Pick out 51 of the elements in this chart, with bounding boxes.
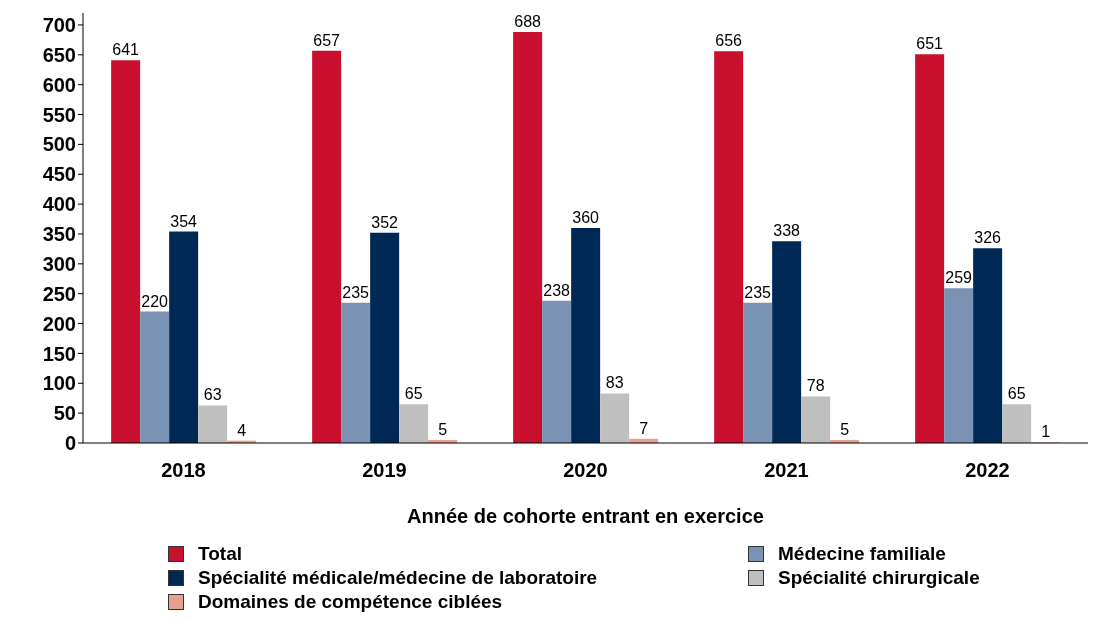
- legend-label: Médecine familiale: [778, 543, 946, 565]
- x-tick-label: 2019: [362, 459, 407, 482]
- legend-label: Spécialité chirurgicale: [778, 567, 980, 589]
- y-tick-label: 700: [42, 14, 76, 37]
- y-tick-label: 50: [53, 402, 76, 425]
- x-axis-title: Année de cohorte entrant en exercice: [407, 505, 764, 527]
- data-label: 259: [945, 269, 973, 287]
- x-tick-label: 2022: [965, 459, 1010, 482]
- data-label: 651: [916, 35, 944, 53]
- y-tick-label: 100: [42, 372, 76, 395]
- y-tick-label: 0: [64, 432, 76, 455]
- data-label: 65: [1007, 385, 1026, 403]
- data-label: 5: [840, 421, 850, 439]
- data-label: 326: [974, 229, 1002, 247]
- legend-label: Spécialité médicale/médecine de laboratoire: [198, 567, 598, 589]
- data-label: 235: [744, 283, 772, 301]
- y-tick-label: 150: [42, 342, 76, 365]
- data-label: 235: [342, 283, 370, 301]
- x-tick-label: 2018: [161, 459, 206, 482]
- data-label: 5: [438, 421, 448, 439]
- y-tick-label: 300: [42, 252, 76, 275]
- y-tick-label: 650: [42, 43, 76, 66]
- y-tick-label: 400: [42, 193, 76, 216]
- x-tick-label: 2020: [563, 459, 608, 482]
- y-tick-label: 200: [42, 312, 76, 335]
- y-tick-label: 550: [42, 103, 76, 126]
- data-label: 7: [639, 419, 649, 437]
- data-label: 238: [543, 281, 571, 299]
- legend-label: Total: [198, 543, 242, 565]
- y-tick-label: 600: [42, 73, 76, 96]
- data-label: 4: [237, 421, 247, 439]
- data-label: 83: [605, 374, 624, 392]
- data-label: 360: [572, 209, 600, 226]
- data-label: 354: [170, 212, 198, 230]
- data-label: 65: [404, 385, 423, 403]
- y-tick-label: 450: [42, 163, 76, 186]
- y-tick-label: 350: [42, 223, 76, 246]
- data-label: 1: [1041, 423, 1051, 441]
- x-tick-label: 2021: [764, 459, 809, 482]
- data-label: 657: [313, 31, 341, 49]
- data-label: 656: [715, 32, 743, 50]
- data-label: 78: [806, 377, 825, 395]
- data-label: 63: [203, 386, 222, 404]
- data-label: 688: [514, 13, 542, 31]
- data-label: 352: [371, 213, 399, 231]
- data-label: 338: [773, 222, 801, 240]
- legend-label: Domaines de compétence ciblées: [198, 591, 503, 613]
- y-tick-label: 500: [42, 133, 76, 156]
- data-label: 220: [141, 292, 169, 310]
- data-label: 641: [112, 41, 140, 59]
- y-tick-label: 250: [42, 282, 76, 305]
